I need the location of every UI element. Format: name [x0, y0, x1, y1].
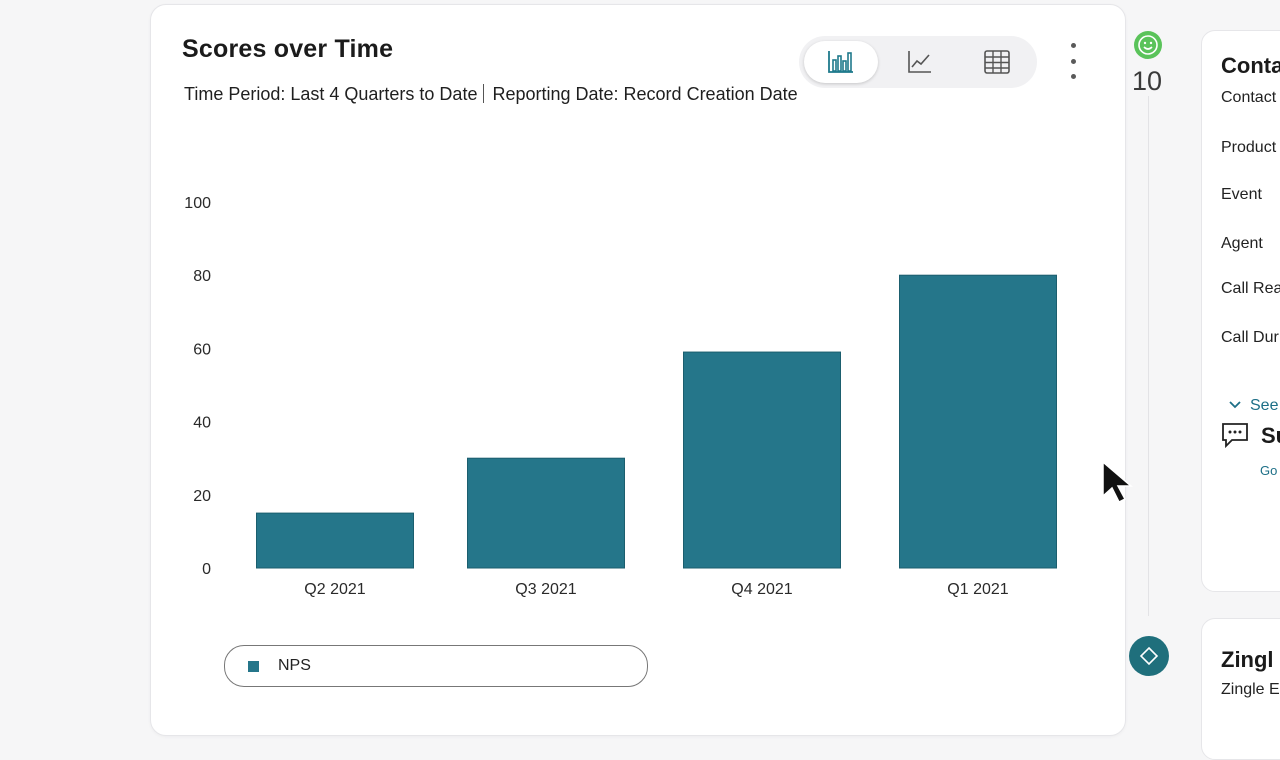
x-tick-label: Q1 2021 — [947, 581, 1008, 598]
line-chart-view-button[interactable] — [883, 41, 957, 83]
time-period-label: Time Period: Last 4 Quarters to Date — [184, 84, 478, 104]
card-subtitle: Time Period: Last 4 Quarters to Date Repo… — [184, 80, 824, 108]
table-view-button[interactable] — [960, 41, 1034, 83]
mouse-cursor-icon — [1102, 460, 1134, 504]
timeline-rail — [1148, 96, 1149, 616]
reporting-date-label: Reporting Date: Record Creation Date — [492, 84, 798, 104]
product-field: Product — [1221, 139, 1277, 156]
kebab-menu-icon[interactable] — [1063, 43, 1083, 79]
survey-section-heading: Su — [1261, 423, 1280, 448]
x-tick-label: Q4 2021 — [731, 581, 792, 598]
x-tick-label: Q3 2021 — [515, 581, 576, 598]
call-reason-field: Call Rea — [1221, 280, 1280, 297]
chevron-down-icon — [1229, 401, 1241, 409]
nps-score-value: 10 — [1132, 66, 1163, 96]
legend-swatch — [248, 660, 259, 672]
nps-bar[interactable] — [683, 351, 841, 569]
zingle-panel-subtitle: Zingle E — [1221, 681, 1280, 698]
y-tick-label: 20 — [193, 488, 211, 505]
scores-over-time-card: Scores over Time Time Period: Last 4 Qua… — [150, 4, 1126, 736]
y-tick-label: 0 — [202, 561, 211, 578]
event-field: Event — [1221, 186, 1262, 203]
see-more-link[interactable]: See — [1228, 397, 1278, 415]
agent-field: Agent — [1221, 235, 1263, 252]
diamond-icon[interactable] — [1129, 636, 1169, 676]
x-tick-label: Q2 2021 — [304, 581, 365, 598]
zingle-panel-heading: Zingl — [1221, 647, 1274, 672]
bar-chart-view-button[interactable] — [804, 41, 878, 83]
smiley-face-icon — [1134, 31, 1162, 59]
nps-bar[interactable] — [899, 274, 1057, 569]
y-tick-label: 100 — [184, 195, 211, 212]
contact-panel-heading: Conta — [1221, 53, 1280, 78]
chart-legend[interactable]: NPS — [224, 645, 648, 687]
subtitle-divider — [483, 84, 485, 103]
zingle-panel: Zingl Zingle E — [1201, 618, 1280, 760]
call-duration-field: Call Dur — [1221, 329, 1279, 346]
chart-view-toggle — [799, 36, 1037, 88]
card-title: Scores over Time — [182, 35, 394, 63]
nps-bar[interactable] — [256, 512, 414, 569]
contact-details-panel: Conta Contact Product Event Agent Call R… — [1201, 30, 1280, 592]
y-tick-label: 80 — [193, 268, 211, 285]
table-icon — [984, 50, 1010, 74]
nps-bar[interactable] — [467, 457, 625, 569]
chat-bubble-icon — [1222, 423, 1248, 449]
bar-chart-icon — [828, 51, 853, 73]
nps-bar-chart: 0 20 40 60 80 100 Q2 2021 Q3 2021 Q4 2021 Q1 2021 — [184, 195, 1057, 598]
y-tick-label: 60 — [193, 341, 211, 358]
contact-field: Contact — [1221, 89, 1277, 106]
y-tick-label: 40 — [193, 415, 211, 432]
see-more-label: See — [1250, 397, 1279, 414]
legend-label: NPS — [278, 657, 311, 674]
section-link[interactable]: Go — [1260, 463, 1278, 478]
line-chart-icon — [908, 51, 931, 73]
